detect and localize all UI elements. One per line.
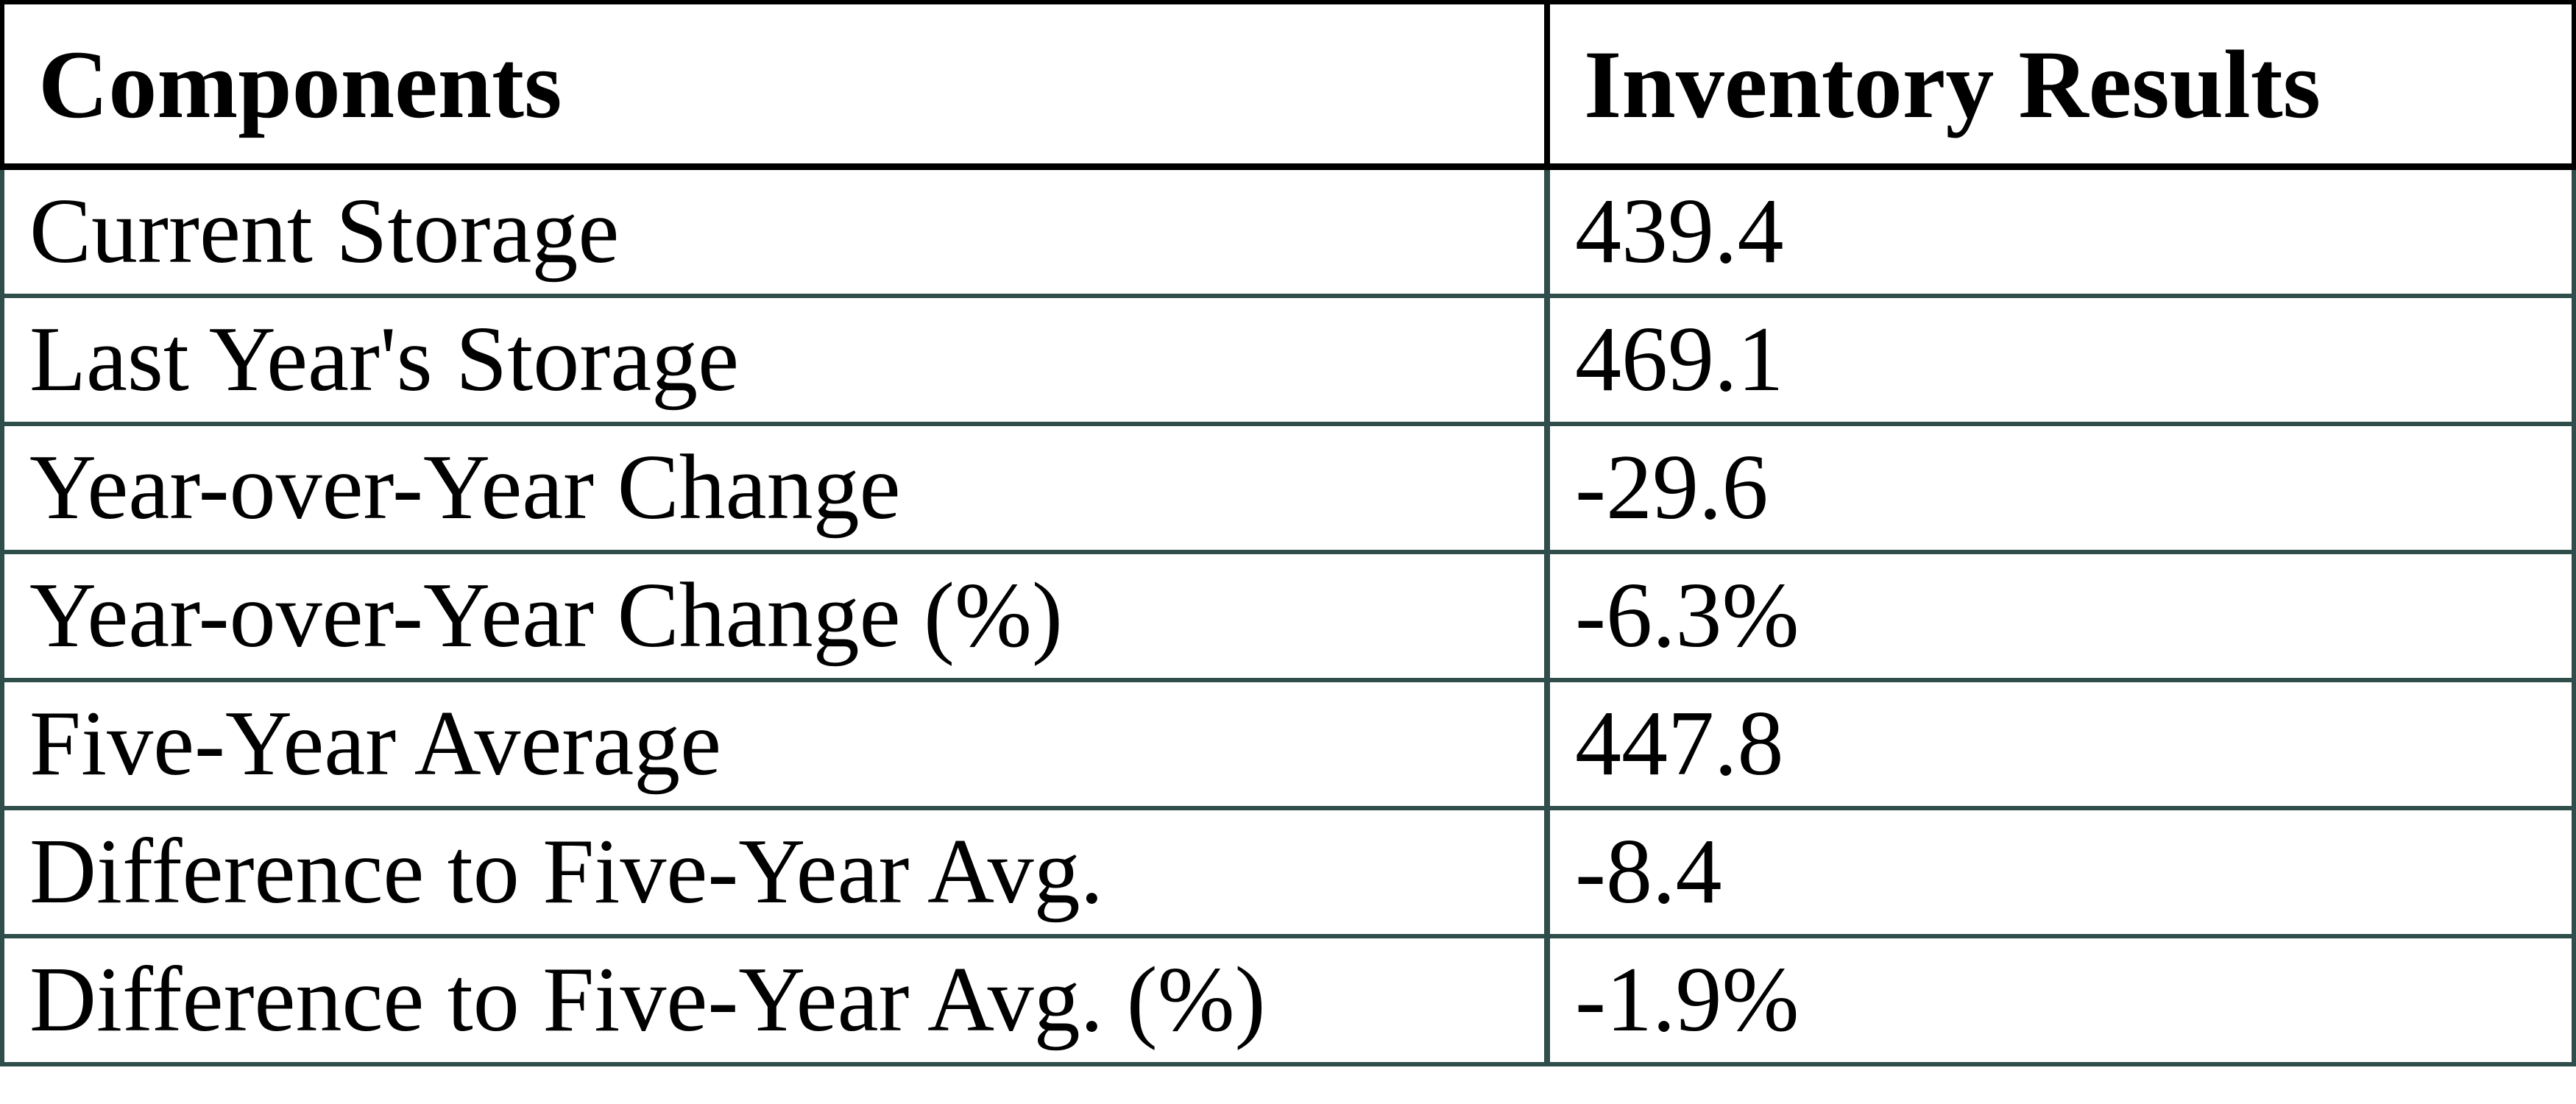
component-cell: Last Year's Storage — [0, 294, 1550, 426]
value-cell: -1.9% — [1545, 934, 2576, 1066]
component-cell: Current Storage — [0, 164, 1550, 298]
value-cell: -8.4 — [1545, 806, 2576, 938]
column-header-components: Components — [0, 0, 1550, 170]
table-row: Difference to Five-Year Avg. (%) -1.9% — [0, 934, 2576, 1066]
table-row: Difference to Five-Year Avg. -8.4 — [0, 806, 2576, 938]
table-row: Year-over-Year Change (%) -6.3% — [0, 550, 2576, 682]
column-header-inventory-results: Inventory Results — [1545, 0, 2576, 170]
value-cell: -6.3% — [1545, 550, 2576, 682]
table-row: Year-over-Year Change -29.6 — [0, 422, 2576, 554]
component-cell: Difference to Five-Year Avg. — [0, 806, 1550, 938]
component-cell: Five-Year Average — [0, 678, 1550, 810]
component-cell: Year-over-Year Change — [0, 422, 1550, 554]
value-cell: 447.8 — [1545, 678, 2576, 810]
header-row: Components Inventory Results — [0, 0, 2576, 170]
table-row: Current Storage 439.4 — [0, 164, 2576, 298]
component-cell: Difference to Five-Year Avg. (%) — [0, 934, 1550, 1066]
table-row: Five-Year Average 447.8 — [0, 678, 2576, 810]
inventory-results-table: Components Inventory Results Current Sto… — [0, 0, 2576, 1066]
component-cell: Year-over-Year Change (%) — [0, 550, 1550, 682]
value-cell: 469.1 — [1545, 294, 2576, 426]
value-cell: 439.4 — [1545, 164, 2576, 298]
value-cell: -29.6 — [1545, 422, 2576, 554]
table-row: Last Year's Storage 469.1 — [0, 294, 2576, 426]
